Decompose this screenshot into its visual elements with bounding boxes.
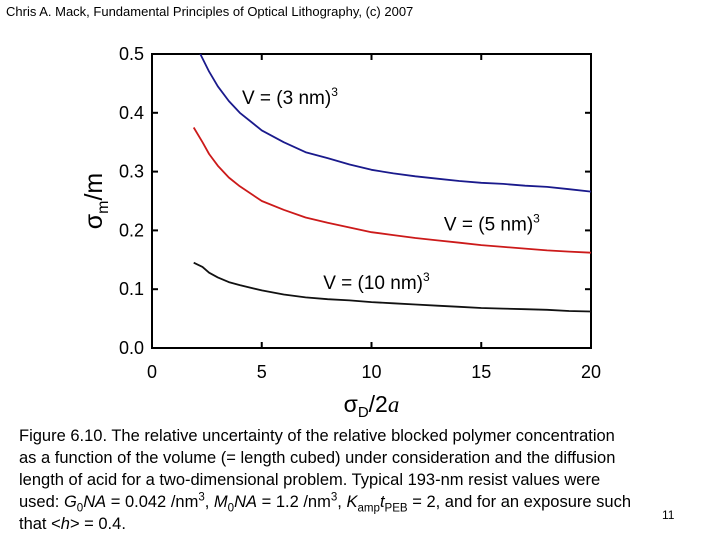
y-tick-label: 0.1 [119,279,144,299]
x-tick-label: 5 [257,362,267,382]
y-tick-label: 0.0 [119,338,144,358]
caption-line-4: used: G0NA = 0.042 /nm3, M0NA = 1.2 /nm3… [19,491,631,515]
y-tick-label: 0.2 [119,220,144,240]
y-tick-label: 0.3 [119,162,144,182]
caption-line-1: Figure 6.10. The relative uncertainty of… [19,427,615,445]
x-tick-label: 15 [471,362,491,382]
y-tick-label: 0.5 [119,44,144,64]
series-line-1 [199,53,592,193]
caption-line-3: length of acid for a two-dimensional pro… [19,471,601,489]
x-tick-label: 20 [581,362,601,382]
plot-frame [151,53,592,349]
chart: 0 5 10 15 20 0.0 0.1 0.2 0.3 0.4 0.5 V = (3 nm)3 V … [80,44,601,420]
y-axis-label: σm/m [80,173,112,230]
series-label-3: V = (10 nm)3 [323,270,430,294]
series-label-exponent: 3 [423,270,430,284]
page-number: 11 [662,508,675,522]
y-tick-label: 0.4 [119,103,144,123]
header-credit: Chris A. Mack, Fundamental Principles of… [6,4,414,19]
series-line-3 [193,261,592,313]
x-axis-label: σD/2a [344,391,400,420]
x-tick-label: 0 [147,362,157,382]
caption-line-5: that <h> = 0.4. [19,515,126,533]
series-line-2 [192,127,592,254]
series-label-exponent: 3 [331,85,338,99]
figure-caption: Figure 6.10. The relative uncertainty of… [19,425,689,535]
x-tick-label: 10 [361,362,381,382]
series-label-exponent: 3 [533,211,540,225]
series-label-1: V = (3 nm)3 [242,85,338,109]
series-label-2: V = (5 nm)3 [444,211,540,235]
caption-line-2: as a function of the volume (= length cu… [19,449,616,467]
